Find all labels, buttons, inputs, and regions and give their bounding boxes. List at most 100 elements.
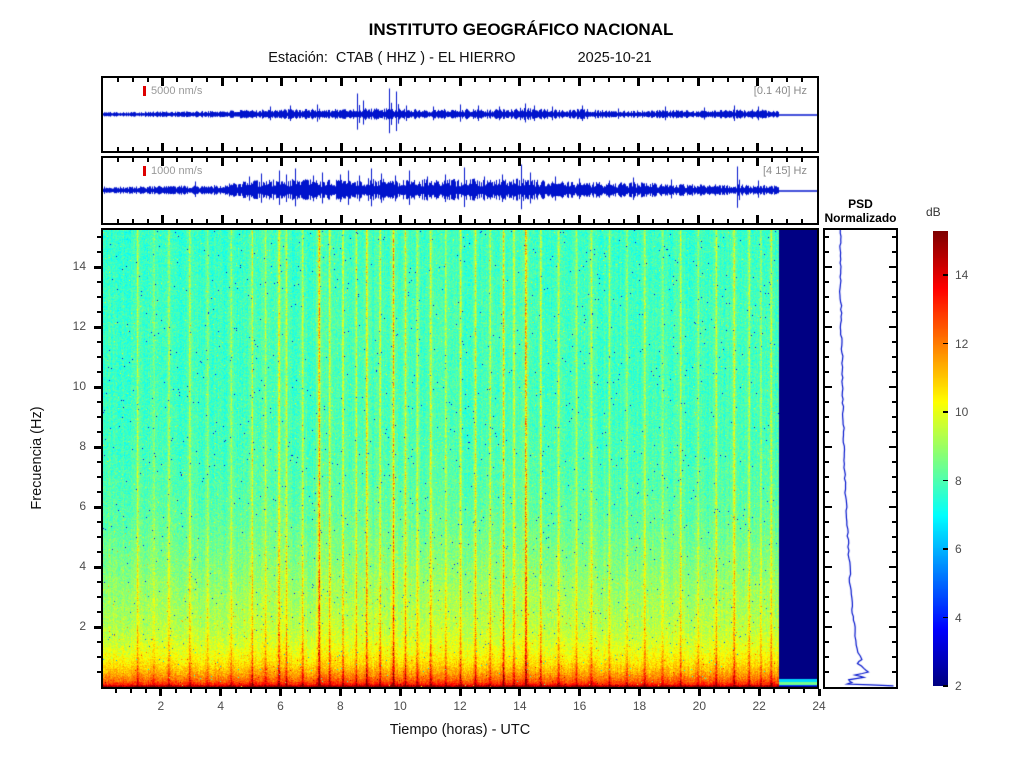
colorbar-tick-label: 8 [955, 473, 962, 488]
trace-tick [429, 219, 432, 223]
trace-tick [771, 147, 774, 151]
trace-tick [369, 78, 372, 82]
time-tick [114, 689, 117, 693]
trace-tick [191, 147, 194, 151]
time-tick [608, 689, 611, 693]
trace-tick [503, 147, 506, 151]
time-tick [458, 689, 462, 696]
trace-tick [116, 158, 119, 162]
station-label: Estación: CTAB ( HHZ ) - EL HIERRO [268, 50, 516, 66]
frequency-tick [97, 341, 101, 344]
time-tick [743, 689, 746, 693]
trace-tick [310, 147, 313, 151]
trace-tick [577, 78, 581, 86]
trace-tick [295, 147, 298, 151]
trace-tick [488, 78, 491, 82]
trace-tick [696, 143, 700, 151]
trace-tick [161, 143, 164, 151]
psd-tick [892, 641, 896, 644]
psd-tick [825, 566, 832, 569]
trace-tick [235, 147, 238, 151]
colorbar-tick [943, 411, 948, 413]
seismogram-band-panel: 1000 nm/s [4 15] Hz [101, 156, 819, 225]
trace-tick [682, 158, 685, 162]
trace-tick [667, 147, 670, 151]
trace-tick [206, 78, 209, 82]
psd-panel-title: PSD Normalizado [824, 197, 897, 225]
frequency-tick-label: 10 [72, 379, 86, 394]
frequency-tick [97, 416, 101, 419]
colorbar-gradient [933, 231, 948, 686]
frequency-tick-label: 12 [72, 319, 86, 334]
trace-tick [682, 147, 685, 151]
trace-tick [563, 158, 566, 162]
trace-tick [607, 219, 610, 223]
trace-tick [756, 143, 759, 151]
frequency-tick [97, 296, 101, 299]
trace-tick [414, 219, 417, 223]
psd-tick [892, 536, 896, 539]
colorbar-tick [943, 548, 948, 550]
trace-tick [667, 158, 670, 162]
psd-tick [825, 296, 829, 299]
psd-tick [892, 416, 896, 419]
colorbar-tick-label: 6 [955, 542, 962, 557]
time-tick [174, 689, 177, 693]
trace-tick [131, 147, 134, 151]
frequency-tick-label: 2 [79, 619, 86, 634]
trace-tick [250, 219, 253, 223]
trace-tick [116, 219, 119, 223]
trace-tick [444, 219, 447, 223]
trace-tick [220, 143, 224, 151]
trace-tick [771, 219, 774, 223]
trace-tick [518, 78, 521, 86]
trace-tick [741, 219, 744, 223]
trace-tick [325, 158, 328, 162]
trace-tick [726, 78, 729, 82]
subtitle: Estación: CTAB ( HHZ ) - EL HIERRO 2025-… [101, 50, 819, 66]
trace-tick [756, 215, 759, 223]
time-tick [369, 689, 372, 693]
colorbar-tick-label: 4 [955, 610, 962, 625]
trace-tick [161, 78, 164, 86]
psd-tick [825, 446, 832, 449]
time-tick [429, 689, 432, 693]
time-tick [204, 689, 207, 693]
trace-tick [339, 143, 343, 151]
colorbar-tick-label: 10 [955, 405, 969, 420]
frequency-tick [97, 356, 101, 359]
scale-chip: 1000 nm/s [143, 165, 202, 177]
frequency-tick [97, 611, 101, 614]
trace-tick [176, 219, 179, 223]
trace-tick [741, 78, 744, 82]
trace-tick [592, 147, 595, 151]
spectrogram-panel [101, 228, 819, 689]
trace-tick [503, 219, 506, 223]
trace-tick [503, 158, 506, 162]
time-tick-label: 10 [393, 699, 407, 713]
psd-tick [825, 236, 829, 239]
trace-tick [786, 78, 789, 82]
time-axis-ticks [101, 689, 821, 699]
trace-tick [592, 219, 595, 223]
frequency-tick [94, 446, 101, 450]
time-axis-title: Tiempo (horas) - UTC [389, 722, 531, 738]
trace-tick [310, 158, 313, 162]
trace-tick [563, 219, 566, 223]
psd-tick [892, 491, 896, 494]
time-tick-label: 22 [752, 699, 766, 713]
trace-tick [429, 147, 432, 151]
trace-tick [161, 158, 164, 166]
trace-tick [250, 78, 253, 82]
psd-tick [892, 251, 896, 254]
trace-tick [414, 147, 417, 151]
time-tick [563, 689, 566, 693]
time-tick [324, 689, 327, 693]
trace-tick [384, 158, 387, 162]
time-tick-label: 12 [453, 699, 467, 713]
time-tick-label: 18 [632, 699, 647, 713]
frequency-tick [97, 281, 101, 284]
trace-tick [637, 143, 640, 151]
time-tick [264, 689, 267, 693]
psd-tick [892, 476, 896, 479]
